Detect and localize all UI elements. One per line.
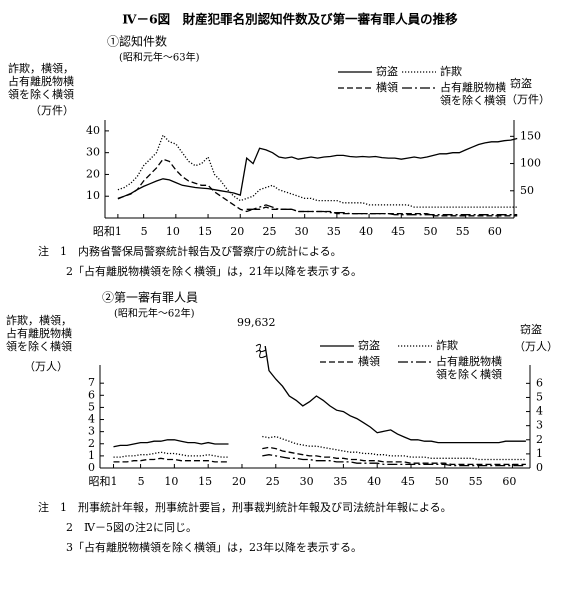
- series-line: [113, 346, 526, 448]
- y-axis-unit: （万人）: [24, 360, 68, 373]
- y2-tick-label: 100: [520, 157, 541, 170]
- x-tick-label: 30: [295, 225, 309, 238]
- y2-tick-label: 50: [520, 184, 534, 197]
- note: 2「占有離脱物横領を除く横領」は，21年以降を表示する。: [66, 264, 362, 278]
- x-tick-label: 60: [502, 475, 516, 488]
- y-tick-label: 10: [86, 189, 100, 202]
- y-tick-label: 0: [88, 461, 95, 474]
- x-tick-label: 昭和1: [89, 475, 118, 488]
- series-line: [117, 134, 518, 208]
- x-tick-label: 35: [327, 225, 341, 238]
- axis-break: [255, 343, 267, 359]
- y2-axis-unit: （万人）: [514, 340, 558, 353]
- x-tick-label: 15: [198, 475, 212, 488]
- x-tick-label: 40: [359, 225, 373, 238]
- x-tick-label: 40: [367, 475, 381, 488]
- y-tick-label: 30: [86, 146, 100, 159]
- x-tick-label: 50: [423, 225, 437, 238]
- x-tick-label: 25: [262, 225, 276, 238]
- y-tick-label: 5: [88, 400, 95, 413]
- legend-label: 詐欺: [436, 339, 458, 352]
- x-tick-label: 45: [401, 475, 415, 488]
- y-axis-title: 詐欺，横領，占有離脱物横領を除く横領: [8, 62, 74, 101]
- x-tick-label: 30: [300, 475, 314, 488]
- figure-title: Ⅳ－6図 財産犯罪名別認知件数及び第一審有罪人員の推移: [122, 12, 458, 27]
- legend-label: 横領: [376, 81, 398, 94]
- legend-label: 窃盗: [376, 65, 398, 78]
- x-tick-label: 20: [232, 475, 246, 488]
- y2-tick-label: 1: [536, 447, 543, 460]
- legend-label: 占有離脱物横領を除く横領: [440, 81, 506, 107]
- y2-axis-title: 窃盗: [520, 322, 542, 336]
- legend-label: 占有離脱物横領を除く横領: [436, 355, 502, 381]
- y2-tick-label: 6: [536, 376, 543, 389]
- y-tick-label: 3: [88, 425, 95, 438]
- y2-axis-title: 窃盗: [510, 76, 532, 90]
- series-line: [117, 137, 518, 200]
- series-line: [262, 454, 526, 467]
- value-label: 99,632: [237, 316, 276, 329]
- x-tick-label: 10: [164, 475, 178, 488]
- y2-tick-label: 4: [536, 405, 543, 418]
- x-tick-label: 55: [456, 225, 470, 238]
- note: 注 1 刑事統計年報，刑事統計要旨，刑事裁判統計年報及び司法統計年報による。: [38, 500, 452, 514]
- x-tick-label: 10: [166, 225, 180, 238]
- y-tick-label: 7: [88, 376, 95, 389]
- chart-title: ①認知件数: [107, 34, 167, 49]
- legend-label: 窃盗: [358, 339, 380, 352]
- x-tick-label: 35: [333, 475, 347, 488]
- note: 3「占有離脱物横領を除く横領」は，23年以降を表示する。: [66, 540, 362, 554]
- series-line: [113, 446, 526, 466]
- legend-label: 詐欺: [440, 65, 462, 78]
- y-tick-label: 20: [86, 167, 100, 180]
- y2-tick-label: 3: [536, 419, 543, 432]
- chart-subtitle: (昭和元年～63年): [119, 51, 200, 64]
- x-tick-label: 5: [138, 475, 145, 488]
- y-tick-label: 40: [86, 124, 100, 137]
- chart-subtitle: (昭和元年～62年): [114, 307, 195, 320]
- x-tick-label: 昭和1: [93, 225, 122, 238]
- x-tick-label: 20: [230, 225, 244, 238]
- x-tick-label: 5: [141, 225, 148, 238]
- x-tick-label: 45: [391, 225, 405, 238]
- y2-tick-label: 5: [536, 390, 543, 403]
- y-tick-label: 6: [88, 388, 95, 401]
- legend-label: 横領: [358, 355, 380, 368]
- y-tick-label: 1: [88, 449, 95, 462]
- y2-tick-label: 0: [536, 461, 543, 474]
- y-tick-label: 2: [88, 437, 95, 450]
- x-tick-label: 50: [435, 475, 449, 488]
- note: 注 1 内務省警保局警察統計報告及び警察庁の統計による。: [38, 244, 342, 258]
- y2-tick-label: 150: [520, 129, 541, 142]
- y2-tick-label: 2: [536, 433, 543, 446]
- y-axis-title: 詐欺，横領，占有離脱物横領を除く横領: [6, 314, 72, 353]
- x-tick-label: 55: [469, 475, 483, 488]
- y-tick-label: 4: [88, 413, 95, 426]
- y2-axis-unit: （万件）: [506, 93, 550, 106]
- series-line: [113, 435, 526, 461]
- chart-title: ②第一審有罪人員: [102, 290, 198, 305]
- series-line: [117, 158, 518, 217]
- note: 2 Ⅳ－5図の注2に同じ。: [66, 520, 197, 534]
- x-tick-label: 25: [266, 475, 280, 488]
- x-tick-label: 60: [488, 225, 502, 238]
- y-axis-unit: （万件）: [30, 104, 74, 117]
- x-tick-label: 15: [198, 225, 212, 238]
